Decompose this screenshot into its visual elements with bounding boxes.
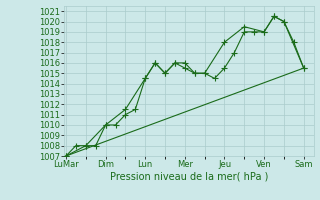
X-axis label: Pression niveau de la mer( hPa ): Pression niveau de la mer( hPa ) — [110, 172, 268, 182]
